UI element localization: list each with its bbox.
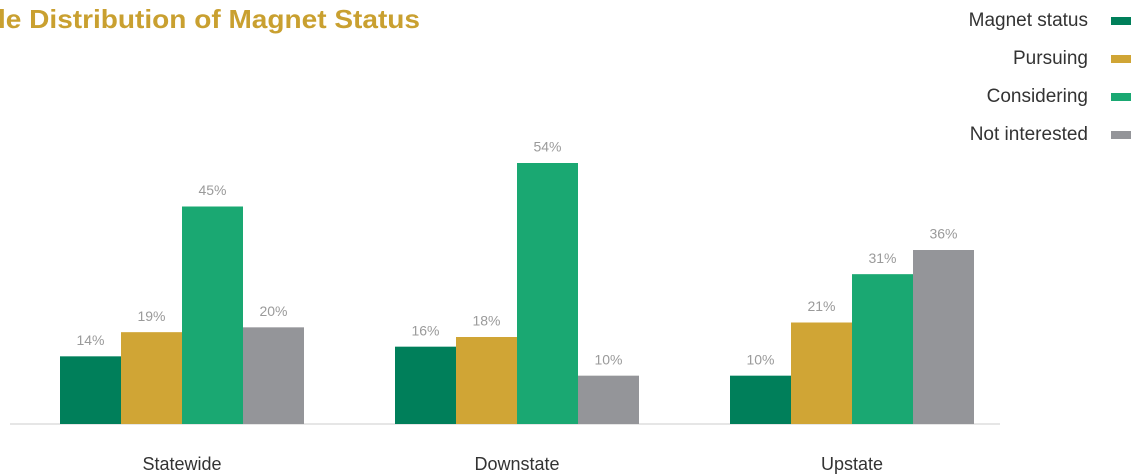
bar (395, 346, 456, 424)
data-label: 10% (746, 351, 774, 367)
x-tick-label: Upstate (821, 454, 883, 474)
bar (913, 250, 974, 424)
legend-swatch (1111, 131, 1131, 139)
data-label: 45% (198, 182, 226, 198)
data-label: 20% (259, 303, 287, 319)
bar (121, 332, 182, 424)
data-label: 21% (807, 298, 835, 314)
chart-title: le Distribution of Magnet Status (0, 4, 420, 34)
x-tick-label: Downstate (474, 454, 559, 474)
legend-swatch (1111, 17, 1131, 25)
bar (730, 375, 791, 424)
bar (578, 375, 639, 424)
data-label: 36% (929, 226, 957, 242)
data-label: 31% (868, 250, 896, 266)
legend-label: Not interested (970, 124, 1088, 145)
bar (182, 206, 243, 424)
bar (852, 274, 913, 424)
legend-label: Pursuing (1013, 48, 1088, 69)
data-label: 54% (533, 139, 561, 155)
legend-swatch (1111, 93, 1131, 101)
bar (517, 163, 578, 424)
bar (791, 322, 852, 424)
legend-swatch (1111, 55, 1131, 63)
x-tick-label: Statewide (142, 454, 221, 474)
data-label: 16% (411, 322, 439, 338)
data-label: 18% (472, 313, 500, 329)
legend-label: Magnet status (969, 10, 1088, 31)
bar (456, 337, 517, 424)
legend-label: Considering (987, 86, 1088, 107)
data-label: 14% (76, 332, 104, 348)
bar (243, 327, 304, 424)
bar (60, 356, 121, 424)
data-label: 10% (594, 351, 622, 367)
data-label: 19% (137, 308, 165, 324)
